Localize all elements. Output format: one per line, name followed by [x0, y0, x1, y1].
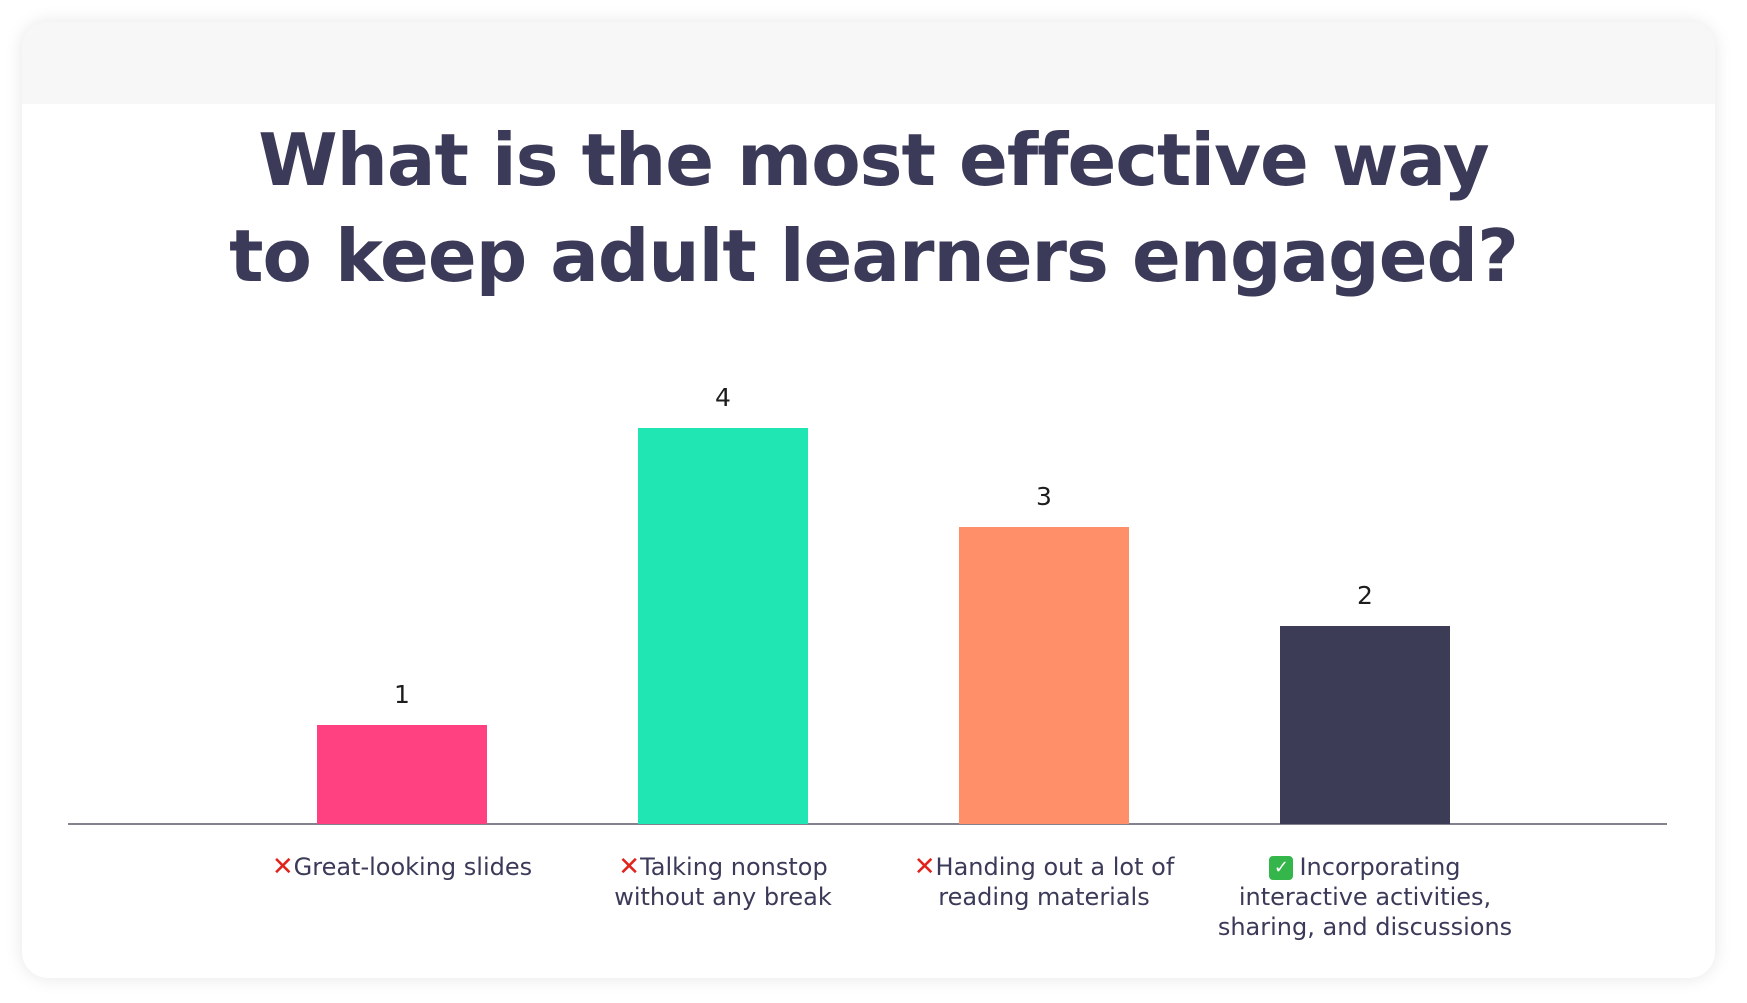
category-label-3: ✕Handing out a lot of reading materials	[894, 852, 1194, 912]
bar-1	[317, 725, 487, 824]
category-label-text: reading materials	[938, 883, 1150, 911]
chart-title-line-1: What is the most effective way	[258, 118, 1490, 202]
category-label-text: Incorporating	[1299, 853, 1461, 881]
bar-value-label-3: 3	[1036, 482, 1052, 511]
category-label-4-line-3: sharing, and discussions	[1215, 912, 1515, 942]
chart-title: What is the most effective way to keep a…	[0, 112, 1747, 304]
chart-card	[22, 22, 1715, 978]
bar-4	[1280, 626, 1450, 824]
bar-2	[638, 428, 808, 824]
bar-3	[959, 527, 1129, 824]
category-label-3-line-1: ✕Handing out a lot of	[894, 852, 1194, 882]
bar-value-label-2: 4	[715, 383, 731, 412]
check-mark-icon: ✓	[1269, 856, 1294, 880]
bar-value-label-1: 1	[394, 680, 410, 709]
chart-title-line-2: to keep adult learners engaged?	[229, 214, 1519, 298]
bar-value-label-4: 2	[1357, 581, 1373, 610]
category-label-text: Handing out a lot of	[935, 853, 1175, 881]
category-label-1: ✕Great-looking slides	[252, 852, 552, 882]
category-label-4: ✓ Incorporating interactive activities, sha…	[1215, 852, 1515, 942]
category-label-text: sharing, and discussions	[1217, 913, 1513, 941]
category-label-4-line-1: ✓ Incorporating	[1215, 852, 1515, 882]
category-label-2: ✕Talking nonstop without any break	[573, 852, 873, 912]
category-label-text: Talking nonstop	[640, 853, 828, 881]
card-top-bar	[22, 22, 1715, 104]
category-label-4-line-2: interactive activities,	[1215, 882, 1515, 912]
category-label-text: Great-looking slides	[293, 853, 533, 881]
category-label-text: without any break	[614, 883, 832, 911]
category-label-text: interactive activities,	[1238, 883, 1492, 911]
category-label-2-line-2: without any break	[573, 882, 873, 912]
category-label-2-line-1: ✕Talking nonstop	[573, 852, 873, 882]
category-label-1-line-1: ✕Great-looking slides	[252, 852, 552, 882]
category-label-3-line-2: reading materials	[894, 882, 1194, 912]
cross-mark-icon: ✕	[271, 852, 294, 882]
cross-mark-icon: ✕	[618, 852, 641, 882]
cross-mark-icon: ✕	[913, 852, 936, 882]
